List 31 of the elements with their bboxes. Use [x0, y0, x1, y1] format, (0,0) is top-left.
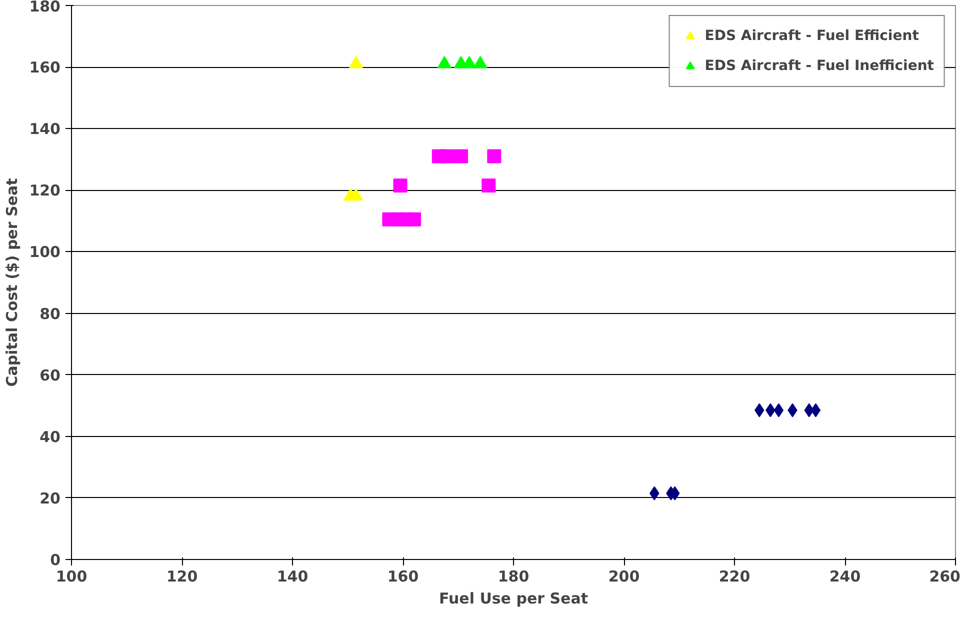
- y-tick-label: 80: [40, 304, 60, 323]
- x-tick-label: 260: [929, 568, 960, 586]
- point: [482, 178, 496, 193]
- x-tick-label: 140: [276, 568, 308, 586]
- legend-label: EDS Aircraft - Fuel Inefficient: [704, 58, 934, 74]
- point: [487, 149, 502, 164]
- y-tick-label: 120: [29, 182, 60, 200]
- point: [393, 178, 408, 193]
- x-tick-label: 100: [56, 568, 88, 586]
- y-tick-label: 100: [29, 243, 60, 262]
- y-tick-label: 20: [40, 489, 60, 508]
- point: [454, 149, 468, 164]
- x-tick-label: 200: [608, 568, 640, 586]
- y-tick-label: 180: [29, 0, 60, 16]
- y-axis-title: Capital Cost ($) per Seat: [3, 178, 22, 387]
- point: [407, 212, 422, 226]
- x-axis-title: Fuel Use per Seat: [438, 590, 588, 608]
- point: [440, 149, 454, 164]
- legend-label: EDS Aircraft - Fuel Efficient: [704, 28, 919, 44]
- y-tick-label: 0: [50, 551, 60, 569]
- point: [810, 403, 821, 418]
- y-tick-label: 140: [29, 120, 60, 138]
- y-tick-label: 60: [40, 366, 60, 384]
- x-tick-label: 120: [166, 568, 198, 586]
- y-tick-label: 40: [40, 428, 60, 446]
- x-tick-label: 160: [387, 568, 419, 586]
- x-tick-label: 220: [718, 568, 750, 586]
- y-tick-label: 160: [29, 58, 60, 77]
- x-tick-label: 240: [829, 568, 861, 586]
- x-tick-label: 180: [498, 568, 530, 586]
- point: [774, 403, 784, 418]
